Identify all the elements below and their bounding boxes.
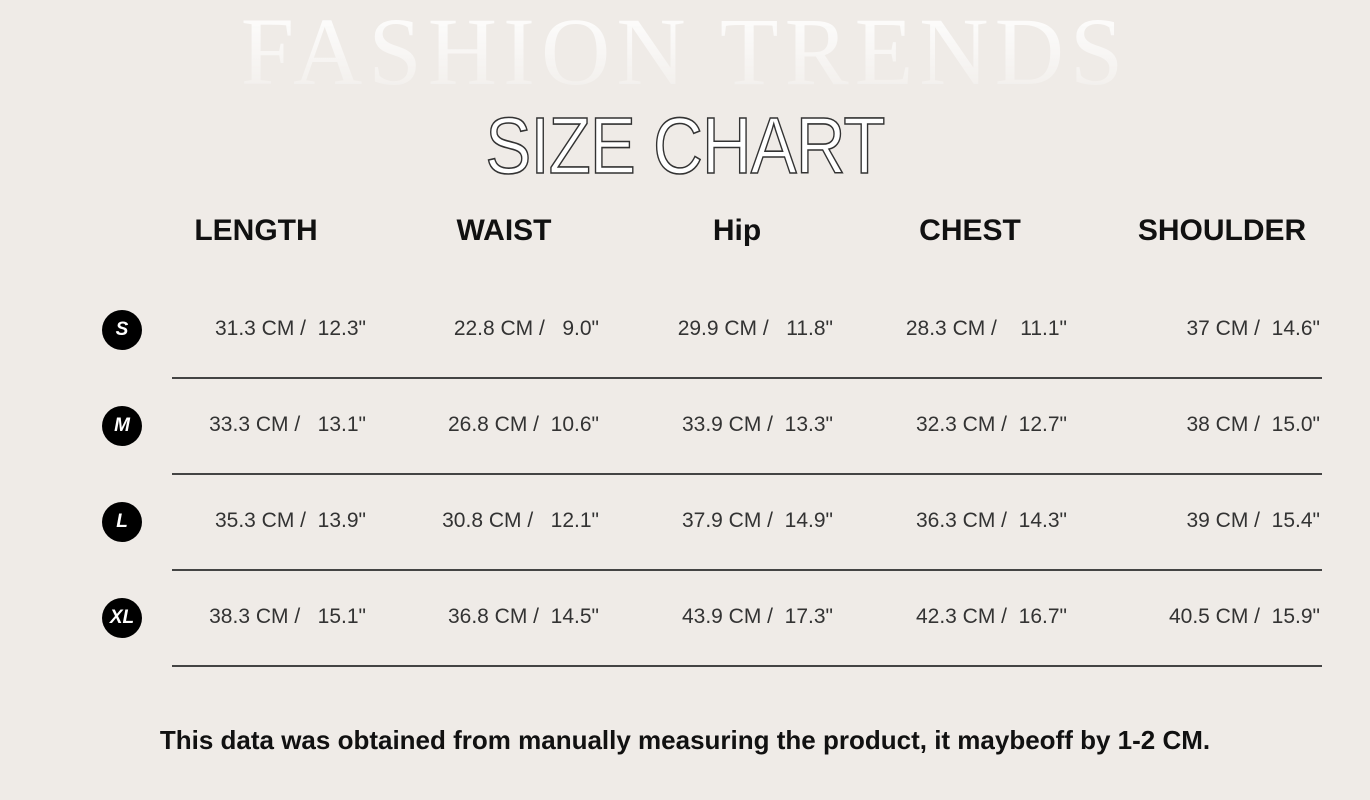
table-cell: 31.3 CM / 12.3" [214, 317, 366, 340]
table-cell: 43.9 CM / 17.3" [681, 605, 833, 628]
row-divider [172, 377, 1322, 379]
column-header-waist: WAIST [456, 214, 552, 247]
table-cell: 37 CM / 14.6" [1186, 317, 1320, 340]
row-divider [172, 665, 1322, 667]
column-header-hip: Hip [712, 214, 762, 247]
measurement-note: This data was obtained from manually mea… [159, 725, 1211, 755]
column-header-chest: CHEST [919, 214, 1021, 247]
table-cell: 28.3 CM / 11.1" [905, 317, 1067, 340]
table-cell: 38.3 CM / 15.1" [209, 605, 366, 628]
watermark-text: FASHION TRENDS [0, 4, 1370, 100]
table-row: S 31.3 CM / 12.3" 22.8 CM / 9.0" 29.9 CM / … [0, 310, 1370, 426]
row-divider [172, 473, 1322, 475]
table-cell: 30.8 CM / 12.1" [442, 509, 599, 532]
table-cell: 39 CM / 15.4" [1186, 509, 1320, 532]
table-cell: 32.3 CM / 12.7" [915, 413, 1067, 436]
table-cell: 42.3 CM / 16.7" [915, 605, 1067, 628]
size-badge: L [102, 502, 142, 542]
table-cell: 26.8 CM / 10.6" [447, 413, 599, 436]
size-badge: S [102, 310, 142, 350]
page-title: SIZE CHART [485, 101, 886, 190]
table-cell: 36.3 CM / 14.3" [915, 509, 1067, 532]
table-cell: 35.3 CM / 13.9" [214, 509, 366, 532]
table-cell: 37.9 CM / 14.9" [681, 509, 833, 532]
table-row: L 35.3 CM / 13.9" 30.8 CM / 12.1" 37.9 CM /… [0, 502, 1370, 618]
table-cell: 33.9 CM / 13.3" [681, 413, 833, 436]
size-badge: M [102, 406, 142, 446]
table-cell: 40.5 CM / 15.9" [1168, 605, 1320, 628]
table-cell: 22.8 CM / 9.0" [453, 317, 599, 340]
table-row: XL 38.3 CM / 15.1" 36.8 CM / 14.5" 43.9 CM … [0, 598, 1370, 714]
column-header-length: LENGTH [194, 214, 318, 247]
column-header-shoulder: SHOULDER [1137, 214, 1307, 247]
row-divider [172, 569, 1322, 571]
table-row: M 33.3 CM / 13.1" 26.8 CM / 10.6" 33.9 CM /… [0, 406, 1370, 522]
table-cell: 36.8 CM / 14.5" [447, 605, 599, 628]
table-cell: 38 CM / 15.0" [1186, 413, 1320, 436]
table-cell: 29.9 CM / 11.8" [677, 317, 833, 340]
table-cell: 33.3 CM / 13.1" [209, 413, 366, 436]
size-badge: XL [102, 598, 142, 638]
